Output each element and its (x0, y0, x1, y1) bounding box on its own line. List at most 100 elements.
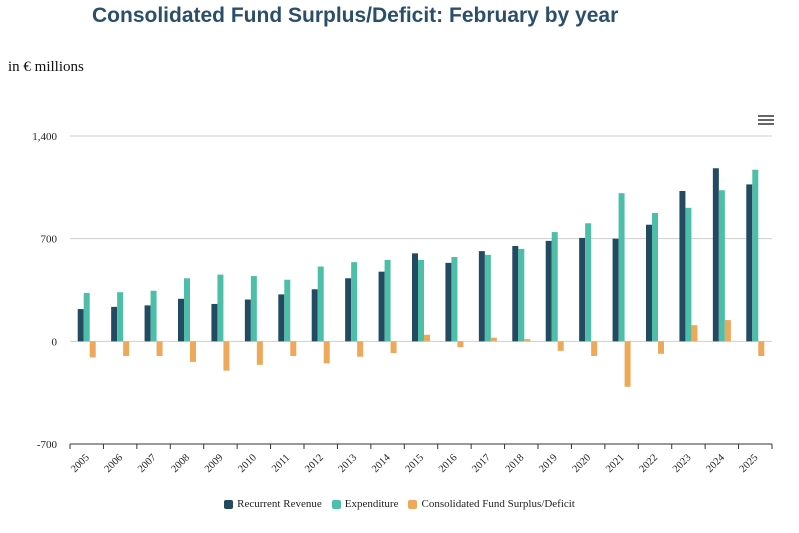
x-tick-label: 2010 (236, 452, 259, 475)
bar-consolidated-fund-surplus-deficit-2021 (624, 341, 631, 387)
x-tick-label: 2012 (303, 452, 326, 475)
bar-consolidated-fund-surplus-deficit-2023 (691, 325, 698, 342)
bar-consolidated-fund-surplus-deficit-2011 (290, 341, 297, 356)
bar-recurrent-revenue-2006 (111, 306, 118, 342)
y-tick-label: 700 (41, 234, 58, 246)
bar-expenditure-2022 (652, 213, 658, 342)
chart-legend: Recurrent Revenue Expenditure Consolidated… (0, 498, 799, 510)
bar-expenditure-2021 (618, 193, 625, 342)
y-tick-label: -700 (37, 439, 58, 451)
bar-consolidated-fund-surplus-deficit-2017 (490, 337, 497, 342)
x-tick-label: 2019 (537, 452, 560, 475)
bar-expenditure-2010 (250, 276, 257, 342)
x-tick-label: 2008 (169, 452, 192, 475)
bar-expenditure-2023 (685, 207, 692, 342)
legend-label: Expenditure (344, 498, 399, 510)
bar-expenditure-2012 (317, 266, 324, 342)
bar-expenditure-2016 (451, 257, 458, 342)
x-tick-label: 2015 (403, 452, 426, 475)
bar-expenditure-2006 (117, 292, 124, 342)
bar-recurrent-revenue-2021 (612, 238, 619, 342)
bar-consolidated-fund-surplus-deficit-2024 (724, 320, 731, 342)
bar-expenditure-2017 (484, 254, 491, 342)
x-tick-label: 2014 (370, 452, 393, 475)
x-tick-label: 2009 (203, 452, 226, 475)
bar-consolidated-fund-surplus-deficit-2020 (591, 341, 598, 356)
x-tick-label: 2013 (337, 452, 360, 475)
bar-consolidated-fund-surplus-deficit-2014 (390, 341, 397, 354)
bar-consolidated-fund-surplus-deficit-2019 (557, 341, 564, 351)
bar-consolidated-fund-surplus-deficit-2022 (658, 341, 664, 354)
bar-recurrent-revenue-2014 (378, 271, 385, 342)
bar-expenditure-2019 (551, 232, 558, 342)
bar-recurrent-revenue-2012 (311, 289, 318, 342)
x-tick-label: 2016 (437, 452, 460, 475)
x-tick-label: 2006 (103, 452, 126, 475)
y-tick-label: 0 (52, 336, 58, 348)
hamburger-menu-icon[interactable] (758, 115, 774, 127)
bar-consolidated-fund-surplus-deficit-2005 (89, 341, 96, 358)
x-tick-label: 2022 (637, 452, 660, 475)
bar-recurrent-revenue-2019 (545, 240, 552, 342)
bar-recurrent-revenue-2022 (646, 224, 652, 342)
bar-recurrent-revenue-2025 (746, 184, 753, 342)
bar-expenditure-2009 (217, 274, 224, 342)
bar-consolidated-fund-surplus-deficit-2018 (524, 339, 531, 342)
x-tick-label: 2020 (571, 452, 594, 475)
bar-consolidated-fund-surplus-deficit-2015 (424, 334, 430, 342)
legend-label: Consolidated Fund Surplus/Deficit (421, 498, 575, 510)
bar-expenditure-2024 (718, 190, 725, 342)
legend-item-recurrent-revenue[interactable]: Recurrent Revenue (224, 498, 322, 510)
bar-consolidated-fund-surplus-deficit-2006 (123, 341, 130, 356)
bar-recurrent-revenue-2018 (512, 246, 519, 342)
legend-swatch (408, 499, 418, 509)
legend-item-consolidated-fund-surplus-deficit[interactable]: Consolidated Fund Surplus/Deficit (408, 498, 575, 510)
bar-recurrent-revenue-2007 (144, 305, 151, 342)
bar-recurrent-revenue-2020 (579, 237, 586, 342)
y-tick-label: 1,400 (32, 131, 57, 143)
bar-expenditure-2013 (351, 262, 358, 342)
bar-consolidated-fund-surplus-deficit-2007 (156, 341, 163, 356)
bar-expenditure-2015 (418, 259, 424, 342)
bar-expenditure-2025 (752, 169, 759, 342)
bar-consolidated-fund-surplus-deficit-2010 (256, 341, 263, 365)
bar-recurrent-revenue-2011 (278, 294, 285, 342)
bar-recurrent-revenue-2008 (178, 298, 184, 342)
bar-recurrent-revenue-2017 (478, 251, 485, 342)
legend-item-expenditure[interactable]: Expenditure (331, 498, 399, 510)
bar-expenditure-2005 (83, 292, 90, 342)
bar-recurrent-revenue-2005 (77, 309, 84, 342)
bar-recurrent-revenue-2013 (345, 278, 352, 342)
bar-expenditure-2018 (518, 248, 525, 342)
bar-recurrent-revenue-2009 (211, 303, 218, 342)
x-tick-label: 2024 (704, 452, 727, 475)
bar-consolidated-fund-surplus-deficit-2016 (457, 341, 464, 348)
bar-expenditure-2007 (150, 290, 157, 342)
bar-consolidated-fund-surplus-deficit-2008 (190, 341, 196, 362)
chart-subtitle: in € millions (8, 59, 84, 75)
x-tick-label: 2007 (136, 452, 159, 475)
bar-expenditure-2011 (284, 279, 291, 342)
bar-recurrent-revenue-2024 (712, 168, 719, 342)
legend-swatch (331, 499, 341, 509)
bar-recurrent-revenue-2023 (679, 191, 686, 342)
bar-expenditure-2014 (384, 259, 391, 342)
x-tick-label: 2017 (470, 452, 493, 475)
x-tick-label: 2005 (69, 452, 92, 475)
bar-recurrent-revenue-2016 (445, 262, 452, 342)
bar-consolidated-fund-surplus-deficit-2012 (323, 341, 330, 364)
x-tick-label: 2023 (671, 452, 694, 475)
bar-consolidated-fund-surplus-deficit-2009 (223, 341, 230, 371)
bar-recurrent-revenue-2015 (412, 253, 418, 342)
bar-consolidated-fund-surplus-deficit-2025 (758, 341, 765, 356)
x-tick-label: 2021 (604, 452, 627, 475)
bar-expenditure-2020 (585, 223, 592, 342)
legend-swatch (224, 499, 234, 509)
x-tick-label: 2011 (270, 452, 292, 474)
x-tick-label: 2018 (504, 452, 527, 475)
bar-consolidated-fund-surplus-deficit-2013 (357, 341, 364, 357)
x-tick-label: 2025 (738, 452, 761, 475)
chart-title: Consolidated Fund Surplus/Deficit: Febru… (92, 4, 619, 27)
bar-recurrent-revenue-2010 (244, 299, 251, 342)
